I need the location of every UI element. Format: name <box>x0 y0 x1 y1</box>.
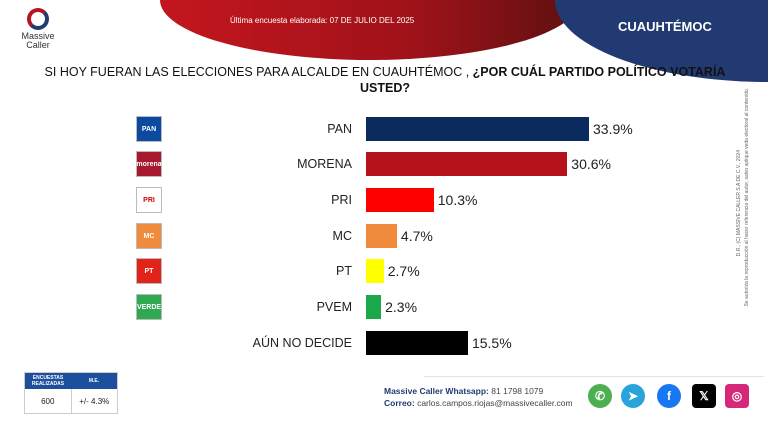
bar <box>366 152 568 176</box>
bar-row: morena MORENA 30.6% <box>0 151 720 177</box>
logo-text: Massive Caller <box>21 31 55 50</box>
bar <box>366 331 468 355</box>
city-title: CUAUHTÉMOC <box>618 19 712 34</box>
category-label: AÚN NO DECIDE <box>252 336 352 350</box>
data-label: 2.7% <box>387 263 420 279</box>
legal-line-2: Se autoriza la reproducción al hacer ref… <box>744 88 750 307</box>
whatsapp-number[interactable]: 81 1798 1079 <box>491 386 544 396</box>
question-title: SI HOY FUERAN LAS ELECCIONES PARA ALCALD… <box>40 64 730 96</box>
data-label: 4.7% <box>400 228 433 244</box>
data-label: 15.5% <box>471 335 512 351</box>
data-label: 10.3% <box>437 192 478 208</box>
party-logo-icon: PRI <box>136 187 162 213</box>
bar-row: VERDE PVEM 2.3% <box>0 294 720 320</box>
bar-row: PRI PRI 10.3% <box>0 187 720 213</box>
category-label: PT <box>336 264 352 278</box>
data-label: 33.9% <box>593 121 633 137</box>
stats-me-value: +/- 4.3% <box>70 389 118 413</box>
category-label: MORENA <box>297 157 352 171</box>
party-logo-icon: VERDE <box>136 294 162 320</box>
bar-row: MC MC 4.7% <box>0 223 720 249</box>
massive-caller-logo: Massive Caller <box>18 8 58 50</box>
category-label: PAN <box>327 122 352 136</box>
survey-stats-table: ENCUESTAS REALIZADAS M.E. 600 +/- 4.3% <box>24 372 118 414</box>
footer-divider <box>424 376 764 377</box>
survey-date: Última encuesta elaborada: 07 DE JULIO D… <box>230 16 415 25</box>
question-normal: SI HOY FUERAN LAS ELECCIONES PARA ALCALD… <box>44 65 473 79</box>
bar <box>366 117 589 141</box>
party-logo-icon: MC <box>136 223 162 249</box>
instagram-icon[interactable]: ◎ <box>725 384 749 408</box>
category-label: MC <box>332 229 352 243</box>
header-red-band <box>160 0 580 60</box>
logo-icon <box>27 8 49 30</box>
facebook-icon[interactable]: f <box>657 384 681 408</box>
party-logo-icon: PAN <box>136 116 162 142</box>
bar-row: PAN PAN 33.9% <box>0 116 720 142</box>
stats-header-me: M.E. <box>88 378 100 384</box>
whatsapp-label: Massive Caller Whatsapp: <box>384 386 489 396</box>
x-icon[interactable]: 𝕏 <box>692 384 716 408</box>
email-label: Correo: <box>384 398 415 408</box>
question-bold: ¿POR CUÁL PARTIDO POLÍTICO VOTARÍA USTED… <box>360 65 726 95</box>
stats-surveys-value: 600 <box>41 396 55 406</box>
data-label: 2.3% <box>385 299 418 315</box>
email-link[interactable]: carlos.campos.riojas@massivecaller.com <box>417 398 573 408</box>
bar-row: PT PT 2.7% <box>0 258 720 284</box>
bar <box>366 295 382 319</box>
category-label: PRI <box>331 193 352 207</box>
stats-header-surveys: ENCUESTAS REALIZADAS <box>31 375 65 387</box>
bar <box>366 188 434 212</box>
contact-info: Massive Caller Whatsapp: 81 1798 1079 Co… <box>384 385 573 409</box>
category-label: PVEM <box>316 300 352 314</box>
bar-row: AÚN NO DECIDE 15.5% <box>0 330 720 356</box>
data-label: 30.6% <box>571 156 611 172</box>
party-logo-icon: morena <box>136 151 162 177</box>
bar <box>366 224 397 248</box>
telegram-icon[interactable]: ➤ <box>621 384 645 408</box>
bar <box>366 259 384 283</box>
party-logo-icon: PT <box>136 258 162 284</box>
legal-line-1: D.R., (C) MASSIVE CALLER S.A DE C.V., 20… <box>736 150 742 257</box>
whatsapp-icon[interactable]: ✆ <box>588 384 612 408</box>
